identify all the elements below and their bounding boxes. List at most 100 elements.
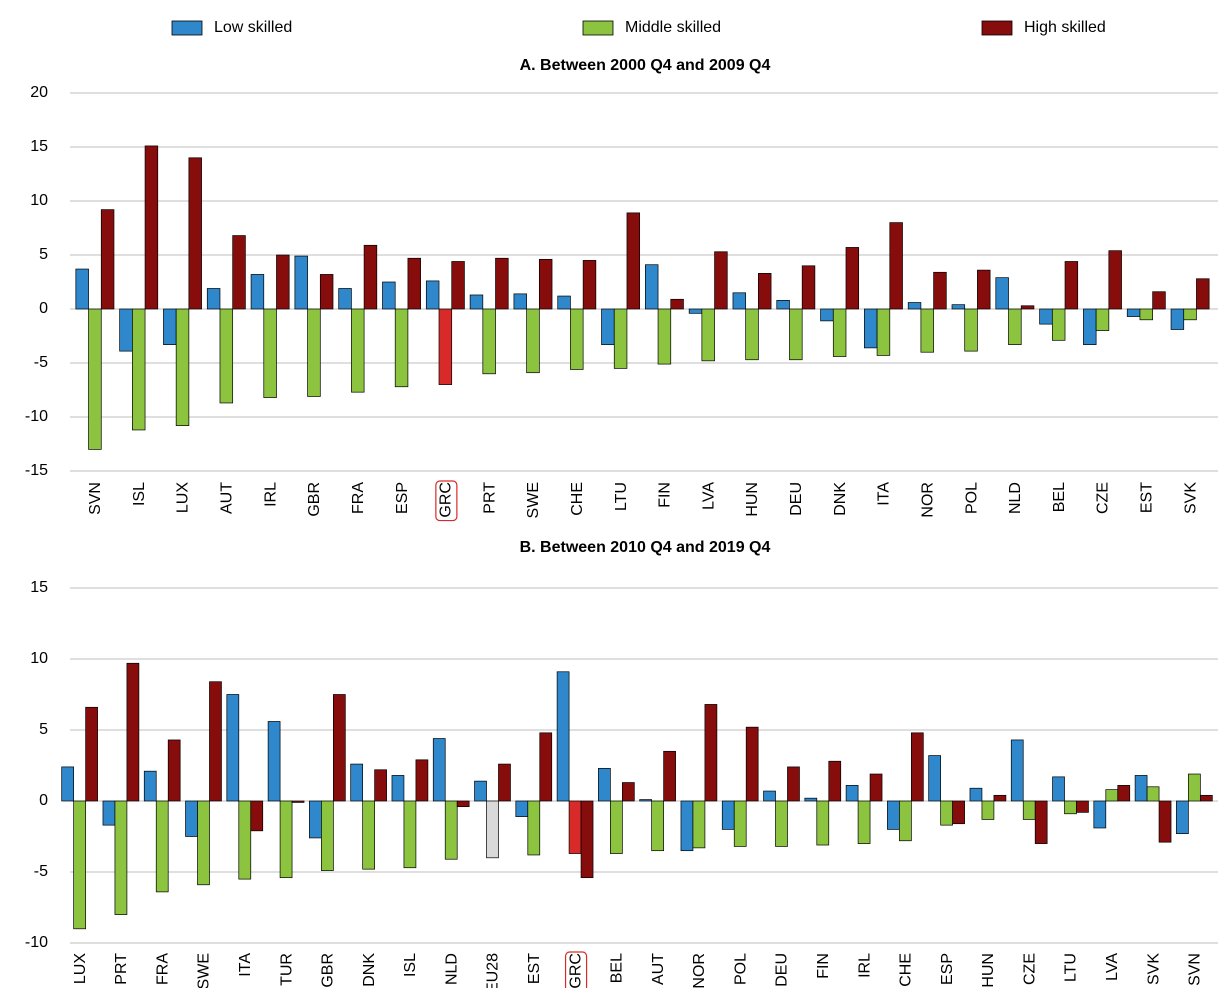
bar xyxy=(391,775,405,802)
bar xyxy=(845,247,860,310)
bar xyxy=(238,800,252,880)
bar xyxy=(350,763,364,802)
bar xyxy=(144,145,159,310)
bar xyxy=(538,258,553,310)
bar xyxy=(175,308,190,426)
bar xyxy=(670,298,684,310)
bar xyxy=(209,681,222,802)
x-tick-label: GRC xyxy=(438,482,455,518)
x-tick-label: DEU xyxy=(788,482,805,516)
bar xyxy=(1199,794,1213,802)
bar xyxy=(1083,308,1097,345)
bar xyxy=(527,800,541,856)
bar xyxy=(899,800,912,842)
bar xyxy=(482,308,496,375)
bar xyxy=(977,269,991,310)
bar xyxy=(1064,800,1077,815)
bar xyxy=(801,265,816,310)
bar xyxy=(474,780,487,802)
bar xyxy=(613,308,628,369)
bar xyxy=(451,261,465,310)
x-tick-label: SVK xyxy=(1182,482,1199,514)
bar xyxy=(920,308,934,353)
bar xyxy=(1076,800,1089,813)
x-tick-label: HUN xyxy=(980,953,997,988)
bar xyxy=(789,308,803,361)
bar xyxy=(626,212,641,310)
bar xyxy=(114,800,128,915)
x-tick-label: LTU xyxy=(1063,953,1080,982)
x-tick-label: DEU xyxy=(774,953,791,987)
x-tick-label: LVA xyxy=(700,482,717,510)
y-tick-label: -10 xyxy=(25,934,48,951)
bar xyxy=(332,694,346,802)
x-tick-label: SVK xyxy=(1145,953,1162,985)
bar xyxy=(444,800,458,860)
bar xyxy=(601,308,615,345)
bar xyxy=(425,280,440,310)
bar xyxy=(582,260,597,310)
bar xyxy=(857,800,871,844)
y-tick-label: 10 xyxy=(30,192,48,209)
bar xyxy=(964,308,978,352)
x-tick-label: SVN xyxy=(1187,953,1204,986)
bar xyxy=(928,755,942,802)
bar xyxy=(889,222,903,310)
x-tick-label: ESP xyxy=(394,482,411,514)
bar xyxy=(250,800,264,832)
bar xyxy=(75,268,89,310)
y-tick-label: 10 xyxy=(30,650,48,667)
bar xyxy=(232,235,246,310)
bar xyxy=(498,763,511,802)
x-tick-label: LVA xyxy=(1104,953,1121,981)
x-tick-label: BEL xyxy=(609,953,626,983)
bar xyxy=(869,773,883,802)
bar xyxy=(832,308,847,357)
bar xyxy=(338,288,352,310)
bar xyxy=(1008,308,1022,345)
bar xyxy=(610,800,623,854)
bar xyxy=(951,304,966,310)
x-tick-label: POL xyxy=(963,482,980,514)
bar xyxy=(721,800,735,830)
x-tick-label: POL xyxy=(732,953,749,985)
x-tick-label: TUR xyxy=(278,953,295,986)
x-tick-label: ESP xyxy=(939,953,956,985)
bar xyxy=(88,308,102,450)
bar xyxy=(692,800,706,849)
y-tick-label: 15 xyxy=(30,138,48,155)
bar xyxy=(263,308,277,398)
bar xyxy=(933,271,947,310)
bar xyxy=(887,800,900,830)
x-tick-label: EU28 xyxy=(485,953,502,988)
bar xyxy=(394,308,409,388)
x-tick-label: IRL xyxy=(262,482,279,507)
x-tick-label: IRL xyxy=(856,953,873,978)
bar xyxy=(362,800,375,870)
x-tick-label: EST xyxy=(1139,482,1156,513)
bar xyxy=(188,157,202,310)
legend-swatch xyxy=(582,20,614,36)
bar xyxy=(219,308,234,404)
bar xyxy=(291,800,305,803)
highlight-box xyxy=(564,951,588,988)
bar xyxy=(639,799,653,802)
legend-label: Middle skilled xyxy=(625,19,721,36)
x-tick-label: GBR xyxy=(306,482,323,517)
bar xyxy=(776,300,790,310)
bar xyxy=(1093,800,1107,829)
x-tick-label: FIN xyxy=(815,953,832,979)
x-tick-label: SWE xyxy=(196,953,213,988)
bar xyxy=(657,308,672,365)
bar xyxy=(132,308,146,431)
bar xyxy=(816,800,830,846)
bar xyxy=(745,308,759,361)
bar xyxy=(226,694,240,802)
bar xyxy=(294,255,308,310)
bar xyxy=(733,800,747,847)
bar xyxy=(126,662,140,802)
y-tick-label: 20 xyxy=(30,84,48,101)
bar xyxy=(557,295,571,310)
bar xyxy=(319,274,334,310)
